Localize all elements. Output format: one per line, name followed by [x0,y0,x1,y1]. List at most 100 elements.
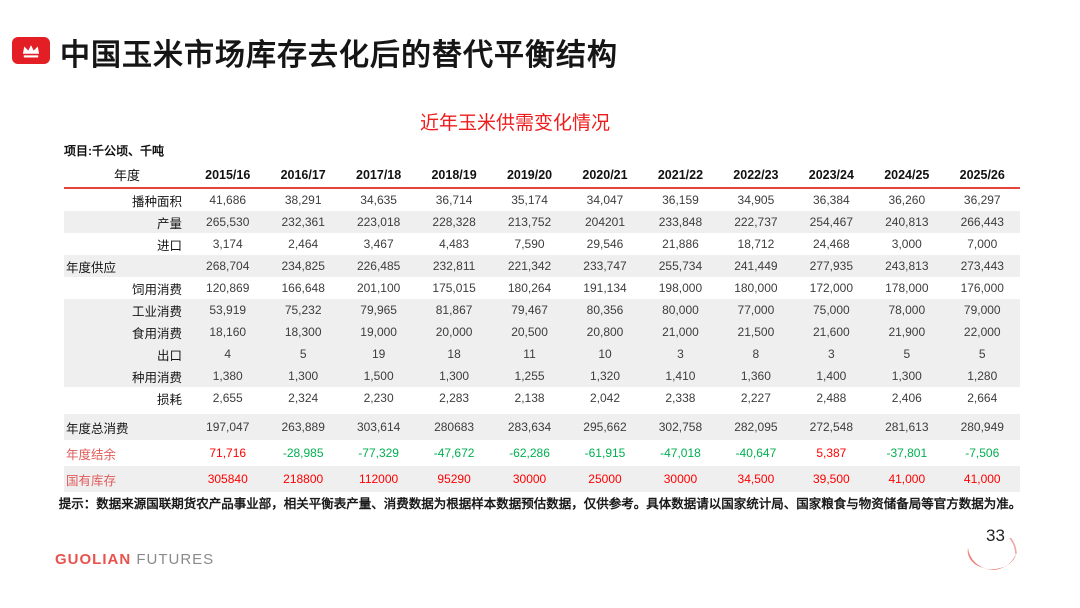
table-cell: 3,174 [212,237,243,251]
year-header: 2020/21 [582,167,628,182]
table-cell: 233,747 [583,259,627,273]
table-cell: 2,406 [891,391,922,405]
table-cell: 1,360 [740,369,771,383]
table-cell: 265,530 [206,215,250,229]
table-cell: 166,648 [281,281,325,295]
year-header: 2016/17 [280,167,326,182]
table-cell: 241,449 [734,259,778,273]
table-cell: 197,047 [206,420,250,434]
swoosh-icon [967,538,1017,570]
table-cell: 2,138 [514,391,545,405]
table-cell: 213,752 [507,215,552,229]
table-row: 饲用消费 120,869 166,648 201,100 175,015 180,264 1… [64,277,1020,299]
table-cell: 3,000 [891,237,922,251]
table-cell: -47,018 [660,446,701,460]
table-cell: 79,000 [963,303,1001,317]
table-cell: 243,813 [885,259,929,273]
table-cell: 21,600 [813,325,850,339]
table-header-row: 年度 2015/16 2016/17 2017/18 2018/19 2019/20 20… [64,162,1020,189]
table-cell: 34,047 [586,193,624,207]
table-row: 年度总消费 197,047 263,889 303,614 280683 283,634 2… [64,414,1020,440]
table-cell: 273,443 [960,259,1004,273]
table-cell: 172,000 [809,281,854,295]
table-cell: 1,400 [816,369,847,383]
table-row: 产量 265,530 232,361 223,018 228,328 213,752 204… [64,211,1020,233]
table-cell: 19 [371,347,386,361]
table-cell: 1,300 [439,369,470,383]
table-cell: 2,324 [288,391,319,405]
table-cell: 1,300 [288,369,319,383]
table-cell: 204201 [584,215,626,229]
table-cell: 240,813 [885,215,929,229]
table-cell: 228,328 [432,215,476,229]
table-row: 损耗 2,655 2,324 2,230 2,283 2,138 2,042 2,338 2,2… [64,387,1020,409]
year-header: 2018/19 [431,167,477,182]
page-title: 中国玉米市场库存去化后的替代平衡结构 [60,39,618,72]
row-label: 年度结余 [66,447,117,462]
table-cell: 2,664 [967,391,998,405]
table-row: 年度结余 71,716 -28,985 -77,329 -47,672 -62,286 -6… [64,440,1020,466]
table-cell: 34,905 [737,193,775,207]
table-cell: 282,095 [734,420,778,434]
table-cell: 232,811 [432,259,476,273]
table-cell: 266,443 [960,215,1004,229]
year-header: 2017/18 [356,167,402,182]
table-cell: 295,662 [583,420,627,434]
row-label: 出口 [156,348,182,363]
table-cell: 10 [598,347,612,361]
table-row: 年度供应 268,704 234,825 226,485 232,811 221,342 2… [64,255,1020,277]
table-cell: -61,915 [584,446,626,460]
table-cell: 2,488 [816,391,847,405]
year-header: 2025/26 [959,167,1005,182]
table-cell: 2,283 [439,391,470,405]
table-cell: 53,919 [209,303,247,317]
year-header: 2022/23 [733,167,779,182]
table-cell: 35,174 [511,193,548,207]
table-cell: 3 [677,347,684,361]
table-cell: 77,000 [737,303,775,317]
table-cell: 2,655 [212,391,243,405]
table-cell: 24,468 [813,237,850,251]
table-cell: 36,159 [662,193,699,207]
table-cell: 1,380 [212,369,243,383]
table-body: 播种面积 41,686 38,291 34,635 36,714 35,174 34,047… [64,189,1020,492]
table-cell: 41,000 [888,472,926,486]
brand-name-red: GUOLIAN [55,551,132,568]
page-number: 33 [986,526,1005,545]
table-cell: 254,467 [809,215,854,229]
table-cell: 95290 [437,472,471,486]
table-cell: 81,867 [435,303,473,317]
table-cell: 36,260 [888,193,926,207]
table-cell: 18 [447,347,461,361]
table-cell: 29,546 [586,237,624,251]
table-cell: 263,889 [281,420,325,434]
table-cell: 1,500 [363,369,394,383]
row-label: 损耗 [156,392,182,407]
row-label: 年度供应 [66,260,117,275]
year-header: 2015/16 [205,167,251,182]
table-cell: 1,280 [967,369,998,383]
table-cell: 2,464 [288,237,319,251]
table-cell: 20,500 [511,325,548,339]
table-cell: 234,825 [281,259,325,273]
table-cell: 21,500 [737,325,775,339]
row-label: 食用消费 [131,326,182,341]
table-cell: 272,548 [809,420,854,434]
table-cell: 21,900 [888,325,926,339]
table-cell: 18,712 [737,237,775,251]
table-cell: 218800 [283,472,324,486]
table-cell: 7,590 [514,237,545,251]
table-cell: 222,737 [734,215,778,229]
table-cell: 80,356 [586,303,624,317]
table-cell: 20,000 [435,325,473,339]
table-cell: -40,647 [735,446,777,460]
table-cell: 5 [978,347,986,361]
row-label: 产量 [156,216,182,231]
brand-logo: GUOLIAN FUTURES [55,551,214,568]
table-cell: 11 [523,347,536,361]
table-cell: -47,672 [433,446,475,460]
table-cell: 1,300 [891,369,922,383]
table-cell: 79,965 [360,303,397,317]
table-cell: 4 [224,347,232,361]
table-cell: 201,100 [356,281,401,295]
